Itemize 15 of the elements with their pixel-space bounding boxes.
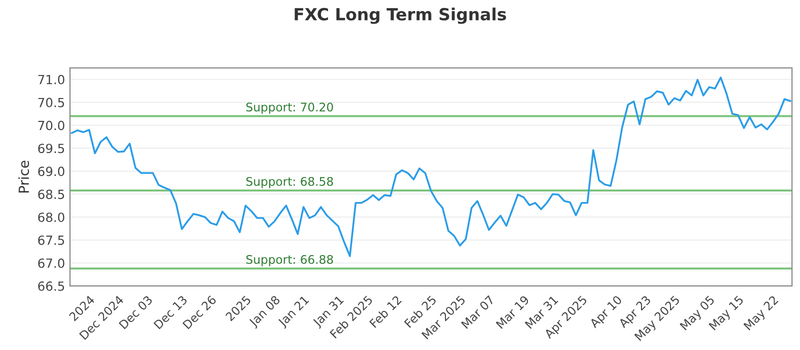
y-axis-title: Price xyxy=(18,160,30,193)
text: 66.5 xyxy=(38,281,64,291)
text: 69.0 xyxy=(38,166,64,176)
chart-title: FXC Long Term Signals xyxy=(294,8,506,24)
text: 68.5 xyxy=(38,190,64,200)
text: 67.5 xyxy=(38,236,64,245)
ref-line-label: Support: 68.58 xyxy=(246,176,333,188)
ref-line-label: Support: 66.88 xyxy=(246,254,333,266)
text: 70.5 xyxy=(38,98,64,108)
text: 69.5 xyxy=(38,144,64,154)
text: 70.0 xyxy=(38,120,64,130)
text: 67.0 xyxy=(38,258,64,268)
ref-line-label: Support: 70.20 xyxy=(246,102,333,114)
text: 68.0 xyxy=(38,212,64,222)
text: 71.0 xyxy=(38,74,64,84)
